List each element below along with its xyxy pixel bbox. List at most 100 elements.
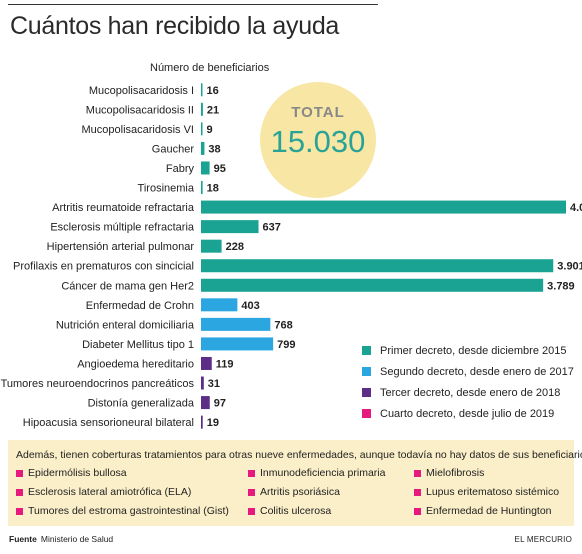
source-note: Fuente Ministerio de Salud <box>9 534 113 544</box>
bar-artritis-reumatoide-refractaria <box>201 200 566 214</box>
disease-label: Artritis psoriásica <box>260 486 340 498</box>
value-label-hipoacusia-sensorioneural-bilateral: 19 <box>207 417 219 429</box>
disease-label: Epidermólisis bullosa <box>28 467 127 479</box>
category-label-tumores-neuroendocrinos-pancreaticos: Tumores neuroendocrinos pancreáticos <box>1 378 195 390</box>
bullet-square-icon <box>248 507 255 515</box>
value-label-gaucher: 38 <box>208 143 220 155</box>
category-label-hipoacusia-sensorioneural-bilateral: Hipoacusia sensorioneural bilateral <box>23 417 194 429</box>
disease-item: Colitis ulcerosa <box>248 505 331 517</box>
bar-gaucher <box>201 141 205 155</box>
bar-angioedema-hereditario <box>201 356 212 370</box>
category-label-angioedema-hereditario: Angioedema hereditario <box>77 358 194 370</box>
total-label: TOTAL <box>291 104 345 121</box>
value-label-diabeter-mellitus-tipo-1: 799 <box>277 339 295 351</box>
legend-label-primer: Primer decreto, desde diciembre 2015 <box>380 344 567 357</box>
category-label-hipertension-arterial-pulmonar: Hipertensión arterial pulmonar <box>47 241 195 253</box>
value-label-fabry: 95 <box>214 163 226 175</box>
category-label-profilaxis-en-prematuros-con-sincicial: Profilaxis en prematuros con sincicial <box>13 261 194 273</box>
legend-label-tercer: Tercer decreto, desde enero de 2018 <box>380 386 561 399</box>
legend-item-cuarto: Cuarto decreto, desde julio de 2019 <box>362 403 574 424</box>
disease-item: Mielofibrosis <box>414 467 484 479</box>
bar-profilaxis-en-prematuros-con-sincicial <box>201 259 554 273</box>
bar-cancer-de-mama-gen-her2 <box>201 278 544 292</box>
disease-label: Esclerosis lateral amiotrófica (ELA) <box>28 486 192 498</box>
bar-tirosinemia <box>201 181 203 195</box>
total-badge: TOTAL 15.030 <box>260 82 376 198</box>
category-label-tirosinemia: Tirosinemia <box>138 183 195 195</box>
value-label-tumores-neuroendocrinos-pancreaticos: 31 <box>208 378 220 390</box>
value-label-distonia-generalizada: 97 <box>214 398 226 410</box>
legend-item-tercer: Tercer decreto, desde enero de 2018 <box>362 382 574 403</box>
disease-label: Mielofibrosis <box>426 467 485 479</box>
disease-item: Enfermedad de Huntington <box>414 505 552 517</box>
bar-tumores-neuroendocrinos-pancreaticos <box>201 376 204 390</box>
value-label-esclerosis-multiple-refractaria: 637 <box>263 222 281 234</box>
legend-item-primer: Primer decreto, desde diciembre 2015 <box>362 340 574 361</box>
category-label-cancer-de-mama-gen-her2: Cáncer de mama gen Her2 <box>61 280 194 292</box>
bar-distonia-generalizada <box>201 396 210 410</box>
category-label-mucopolisacaridosis-vi: Mucopolisacaridosis VI <box>82 124 195 136</box>
legend-swatch-segundo <box>362 367 371 376</box>
value-label-cancer-de-mama-gen-her2: 3.789 <box>547 280 575 292</box>
bullet-square-icon <box>16 488 23 496</box>
source-label: Fuente <box>9 534 37 544</box>
disease-label: Enfermedad de Huntington <box>426 505 552 517</box>
bullet-square-icon <box>16 469 23 477</box>
top-rule <box>8 4 378 5</box>
bar-mucopolisacaridosis-i <box>201 83 203 97</box>
value-label-mucopolisacaridosis-i: 16 <box>207 85 219 97</box>
other-diseases-box: Además, tienen coberturas tratamientos p… <box>8 440 582 526</box>
bullet-square-icon <box>414 469 421 477</box>
disease-item: Artritis psoriásica <box>248 486 340 498</box>
value-label-nutricion-enteral-domiciliaria: 768 <box>274 319 292 331</box>
category-label-diabeter-mellitus-tipo-1: Diabeter Mellitus tipo 1 <box>82 339 194 351</box>
category-label-mucopolisacaridosis-ii: Mucopolisacaridosis II <box>86 104 194 116</box>
legend-swatch-primer <box>362 346 371 355</box>
legend-label-segundo: Segundo decreto, desde enero de 2017 <box>380 365 574 378</box>
category-label-distonia-generalizada: Distonía generalizada <box>88 398 195 410</box>
disease-label: Tumores del estroma gastrointestinal (Gi… <box>28 505 229 517</box>
bar-hipertension-arterial-pulmonar <box>201 239 222 253</box>
disease-item: Tumores del estroma gastrointestinal (Gi… <box>16 505 229 517</box>
bar-chart: Mucopolisacaridosis I 16 Mucopolisacaridos… <box>1 83 582 429</box>
value-label-enfermedad-de-crohn: 403 <box>241 300 259 312</box>
category-label-fabry: Fabry <box>166 163 195 175</box>
total-value: 15.030 <box>270 124 366 159</box>
value-label-mucopolisacaridosis-vi: 9 <box>207 124 213 136</box>
value-label-profilaxis-en-prematuros-con-sincicial: 3.901 <box>557 261 582 273</box>
legend-swatch-cuarto <box>362 409 371 418</box>
category-label-enfermedad-de-crohn: Enfermedad de Crohn <box>86 300 194 312</box>
bar-enfermedad-de-crohn <box>201 298 238 312</box>
legend-swatch-tercer <box>362 388 371 397</box>
bar-mucopolisacaridosis-vi <box>201 122 203 136</box>
category-label-esclerosis-multiple-refractaria: Esclerosis múltiple refractaria <box>50 222 195 234</box>
bullet-square-icon <box>414 507 421 515</box>
disease-item: Lupus eritematoso sistémico <box>414 486 559 498</box>
category-label-mucopolisacaridosis-i: Mucopolisacaridosis I <box>89 85 194 97</box>
chart-title: Cuántos han recibido la ayuda <box>10 12 340 40</box>
disease-label: Lupus eritematoso sistémico <box>426 486 560 498</box>
source-text: Ministerio de Salud <box>40 534 114 544</box>
value-label-mucopolisacaridosis-ii: 21 <box>207 104 219 116</box>
other-diseases-intro: Además, tienen coberturas tratamientos p… <box>16 449 582 461</box>
legend: Primer decreto, desde diciembre 2015 Seg… <box>362 340 574 424</box>
bullet-square-icon <box>414 488 421 496</box>
bullet-square-icon <box>248 488 255 496</box>
category-label-nutricion-enteral-domiciliaria: Nutrición enteral domiciliaria <box>56 319 195 331</box>
bar-mucopolisacaridosis-ii <box>201 102 203 116</box>
disease-label: Colitis ulcerosa <box>260 505 332 517</box>
disease-item: Epidermólisis bullosa <box>16 467 127 479</box>
value-label-artritis-reumatoide-refractaria: 4.042 <box>570 202 582 214</box>
bar-diabeter-mellitus-tipo-1 <box>201 337 274 351</box>
bar-hipoacusia-sensorioneural-bilateral <box>201 415 203 429</box>
value-label-hipertension-arterial-pulmonar: 228 <box>226 241 244 253</box>
legend-item-segundo: Segundo decreto, desde enero de 2017 <box>362 361 574 382</box>
bar-fabry <box>201 161 210 175</box>
value-label-tirosinemia: 18 <box>207 183 219 195</box>
chart-subtitle: Número de beneficiarios <box>150 62 270 74</box>
legend-label-cuarto: Cuarto decreto, desde julio de 2019 <box>380 407 555 420</box>
category-label-gaucher: Gaucher <box>152 143 195 155</box>
bar-esclerosis-multiple-refractaria <box>201 220 259 234</box>
bar-nutricion-enteral-domiciliaria <box>201 317 271 331</box>
disease-item: Esclerosis lateral amiotrófica (ELA) <box>16 486 191 498</box>
